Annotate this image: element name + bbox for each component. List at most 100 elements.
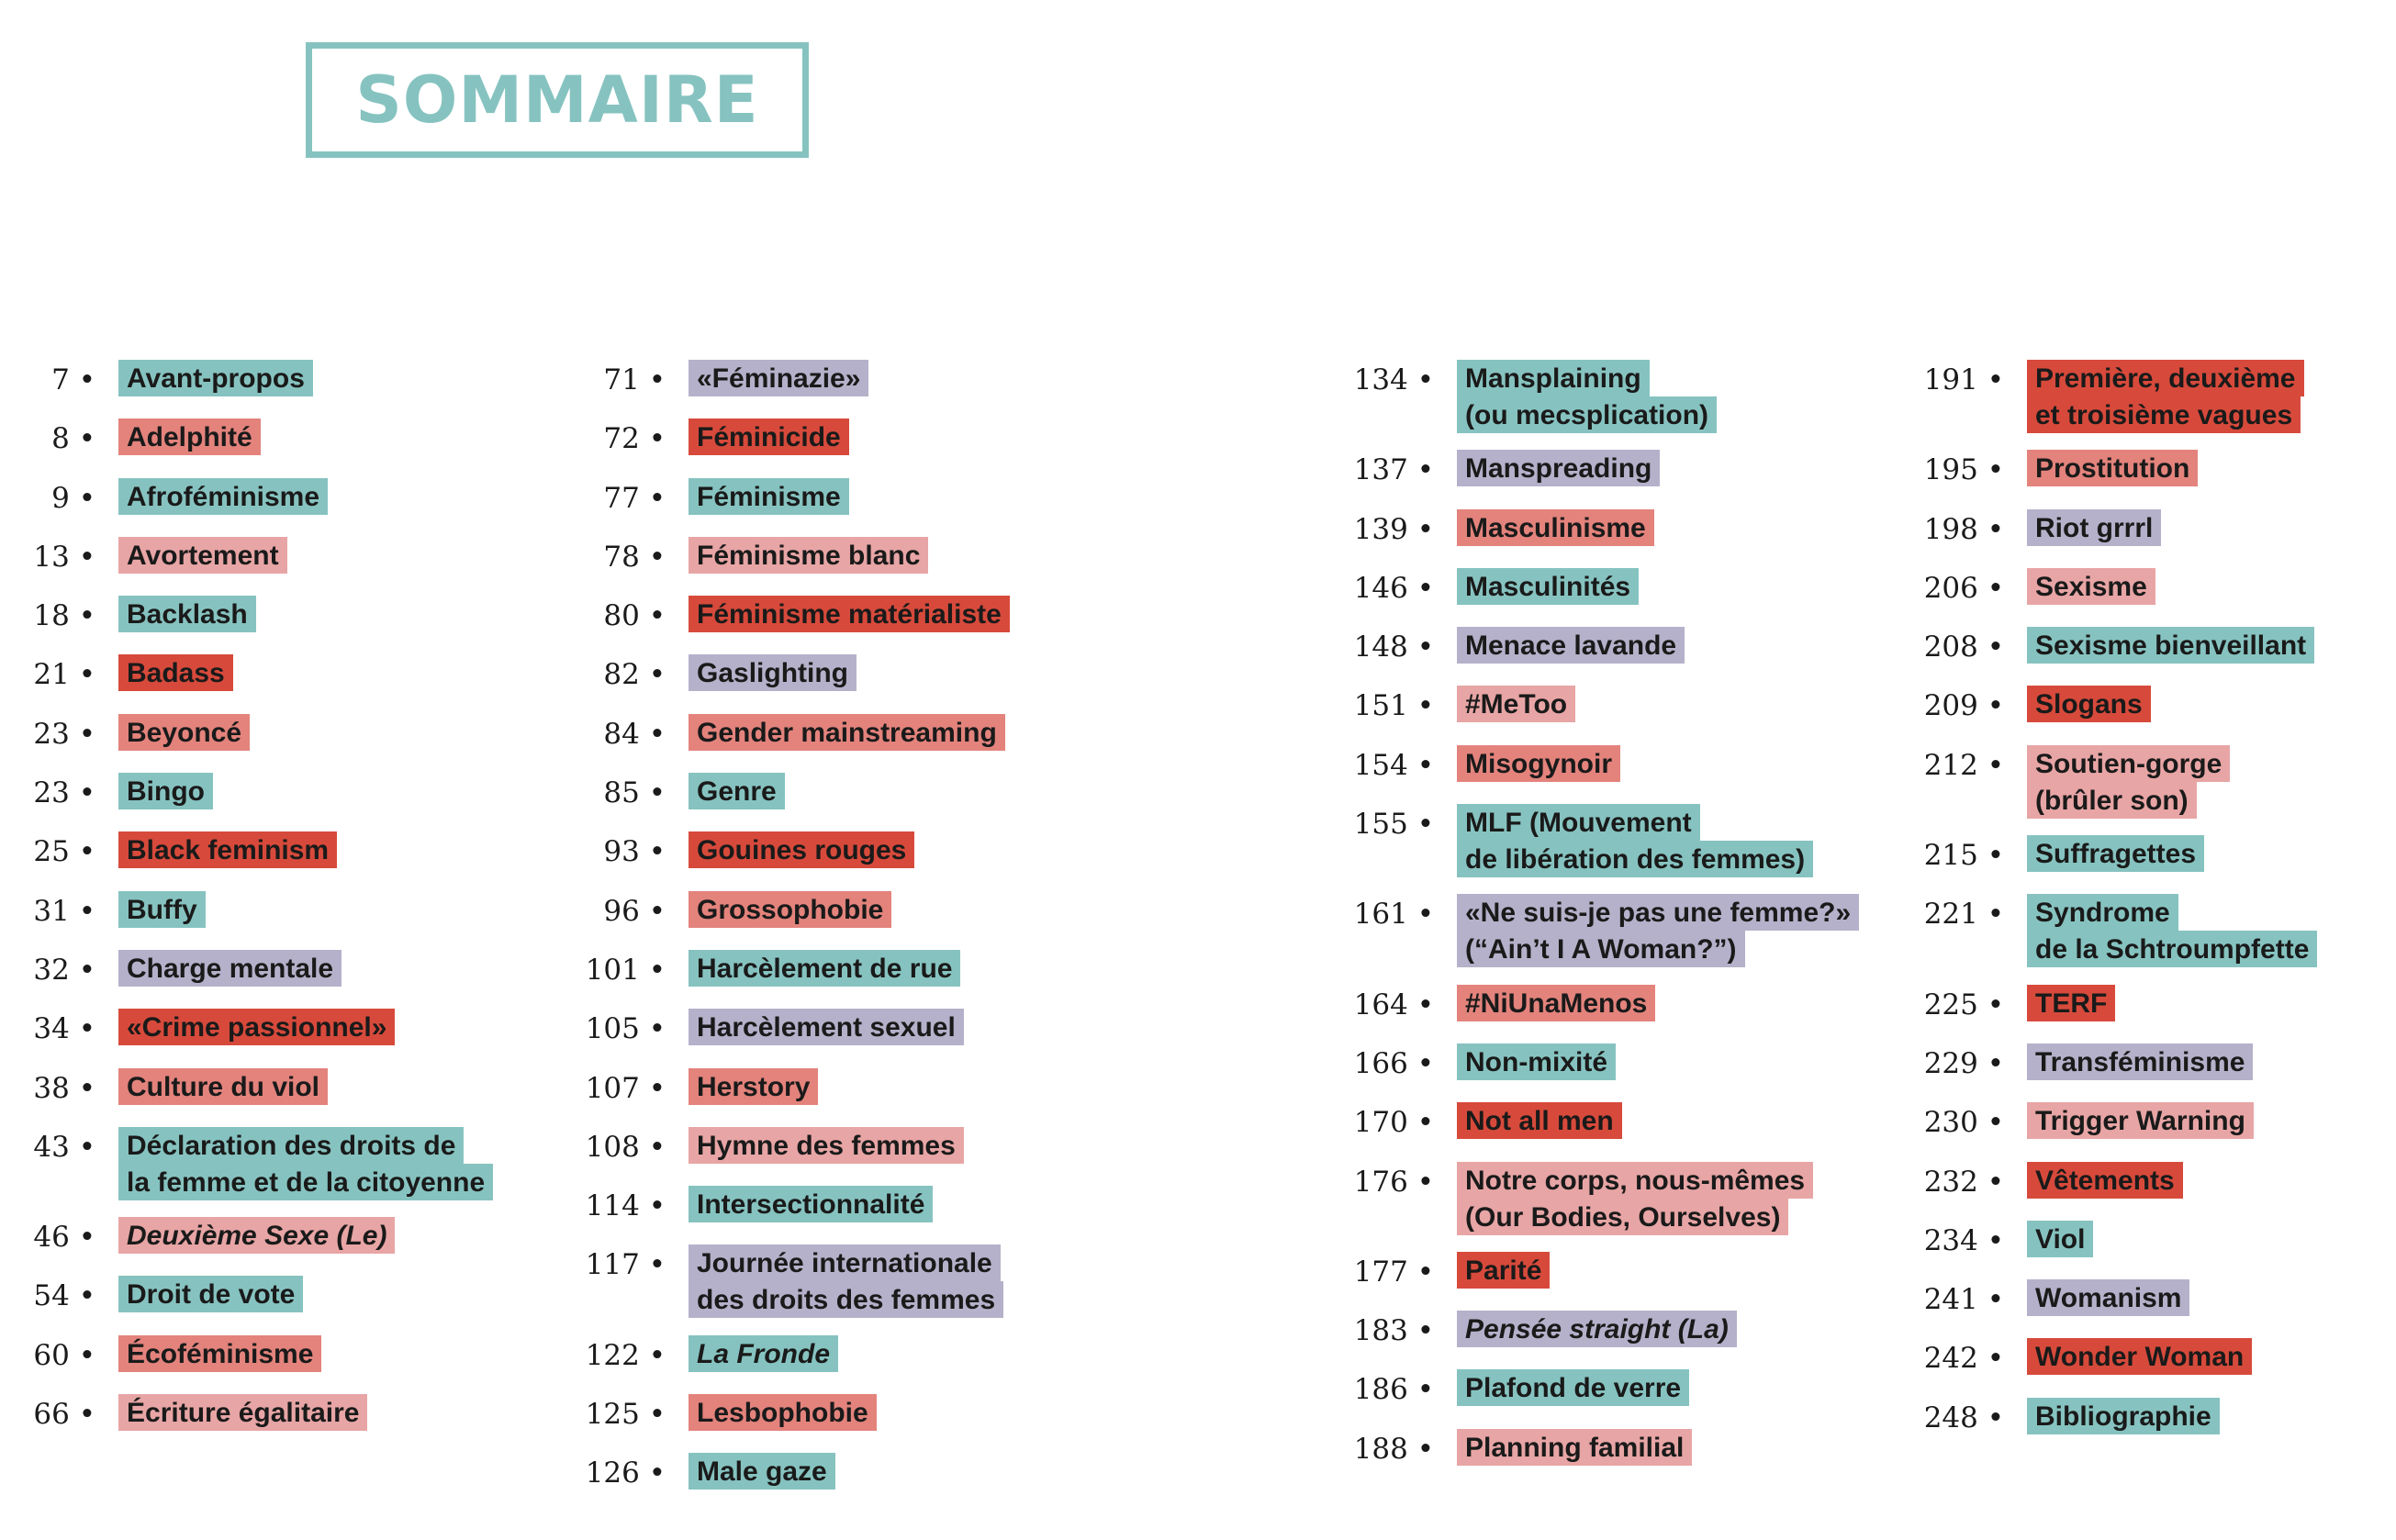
toc-entry[interactable]: 151 #MeToo — [1354, 686, 1576, 722]
toc-entry[interactable]: 84 Gender mainstreaming — [603, 714, 1005, 751]
toc-entry[interactable]: 71 «Féminazie» — [603, 360, 869, 396]
toc-entry[interactable]: 208 Sexisme bienveillant — [1924, 627, 2315, 664]
toc-entry[interactable]: 212 Soutien-gorge(brûler son) — [1924, 745, 2231, 819]
toc-entry[interactable]: 85 Genre — [603, 773, 785, 809]
toc-entry[interactable]: 234 Viol — [1924, 1221, 2094, 1257]
toc-entry[interactable]: 96 Grossophobie — [603, 891, 892, 928]
toc-entry[interactable]: 38 Culture du viol — [33, 1068, 328, 1105]
toc-entry[interactable]: 7 Avant-propos — [51, 360, 313, 396]
toc-entry[interactable]: 164 #NiUnaMenos — [1354, 985, 1656, 1021]
toc-entry[interactable]: 122 La Fronde — [586, 1335, 839, 1372]
entry-label: Écriture égalitaire — [118, 1394, 368, 1431]
toc-entry[interactable]: 188 Planning familial — [1354, 1429, 1693, 1466]
entry-label-line: Suffragettes — [2027, 835, 2205, 872]
toc-entry[interactable]: 206 Sexisme — [1924, 568, 2155, 605]
entry-label-line: Lesbophobie — [689, 1394, 877, 1431]
page-number: 117 — [586, 1248, 666, 1281]
toc-entry[interactable]: 13 Avortement — [33, 537, 287, 574]
entry-label-line: Journée internationale — [689, 1244, 1001, 1281]
toc-entry[interactable]: 66 Écriture égalitaire — [33, 1394, 368, 1431]
toc-entry[interactable]: 80 Féminisme matérialiste — [603, 596, 1010, 632]
toc-entry[interactable]: 77 Féminisme — [603, 478, 849, 515]
toc-entry[interactable]: 209 Slogans — [1924, 686, 2151, 722]
entry-label: Backlash — [118, 596, 256, 632]
toc-entry[interactable]: 23 Bingo — [33, 773, 213, 809]
toc-entry[interactable]: 229 Transféminisme — [1924, 1043, 2254, 1080]
toc-entry[interactable]: 170 Not all men — [1354, 1102, 1622, 1139]
page-number: 85 — [603, 776, 666, 809]
entry-label-line: Féminicide — [689, 418, 849, 455]
toc-entry[interactable]: 195 Prostitution — [1924, 450, 2199, 486]
toc-entry[interactable]: 176 Notre corps, nous-mêmes(Our Bodies, O… — [1354, 1162, 1814, 1235]
toc-entry[interactable]: 186 Plafond de verre — [1354, 1369, 1690, 1406]
toc-entry[interactable]: 107 Herstory — [586, 1068, 819, 1105]
page-number: 66 — [33, 1398, 95, 1431]
toc-entry[interactable]: 139 Masculinisme — [1354, 509, 1654, 546]
toc-entry[interactable]: 31 Buffy — [33, 891, 206, 928]
entry-label: Hymne des femmes — [689, 1127, 964, 1164]
toc-entry[interactable]: 166 Non-mixité — [1354, 1043, 1617, 1080]
toc-entry[interactable]: 232 Vêtements — [1924, 1162, 2183, 1199]
toc-entry[interactable]: 25 Black feminism — [33, 831, 338, 868]
entry-label-line: Soutien-gorge — [2027, 745, 2231, 782]
page-number: 176 — [1354, 1166, 1434, 1199]
toc-entry[interactable]: 46 Deuxième Sexe (Le) — [33, 1217, 396, 1254]
toc-entry[interactable]: 161 «Ne suis-je pas une femme?»(“Ain’t I … — [1354, 894, 1860, 967]
entry-label: Masculinisme — [1457, 509, 1654, 546]
toc-entry[interactable]: 93 Gouines rouges — [603, 831, 915, 868]
toc-entry[interactable]: 8 Adelphité — [51, 418, 261, 455]
entry-label-line: Black feminism — [118, 831, 338, 868]
toc-entry[interactable]: 154 Misogynoir — [1354, 745, 1621, 782]
toc-entry[interactable]: 248 Bibliographie — [1924, 1398, 2220, 1434]
toc-entry[interactable]: 134 Mansplaining(ou mecsplication) — [1354, 360, 1718, 433]
toc-entry[interactable]: 177 Parité — [1354, 1252, 1551, 1289]
entry-label: Herstory — [689, 1068, 819, 1105]
toc-entry[interactable]: 114 Intersectionnalité — [586, 1186, 934, 1222]
toc-entry[interactable]: 241 Womanism — [1924, 1279, 2190, 1316]
toc-entry[interactable]: 146 Masculinités — [1354, 568, 1640, 605]
toc-entry[interactable]: 198 Riot grrrl — [1924, 509, 2162, 546]
toc-entry[interactable]: 23 Beyoncé — [33, 714, 251, 751]
toc-entry[interactable]: 82 Gaslighting — [603, 654, 857, 691]
toc-entry[interactable]: 9 Afroféminisme — [51, 478, 329, 515]
toc-entry[interactable]: 21 Badass — [33, 654, 233, 691]
toc-entry[interactable]: 60 Écoféminisme — [33, 1335, 322, 1372]
entry-label: Menace lavande — [1457, 627, 1685, 664]
toc-entry[interactable]: 215 Suffragettes — [1924, 835, 2205, 872]
toc-entry[interactable]: 137 Manspreading — [1354, 450, 1661, 486]
toc-entry[interactable]: 34 «Crime passionnel» — [33, 1009, 396, 1045]
page-number: 54 — [33, 1279, 95, 1312]
toc-entry[interactable]: 183 Pensée straight (La) — [1354, 1311, 1737, 1347]
page-number: 25 — [33, 835, 95, 868]
toc-entry[interactable]: 242 Wonder Woman — [1924, 1338, 2253, 1375]
toc-entry[interactable]: 105 Harcèlement sexuel — [586, 1009, 964, 1045]
toc-entry[interactable]: 225 TERF — [1924, 985, 2116, 1021]
entry-label-line: Viol — [2027, 1221, 2094, 1257]
toc-entry[interactable]: 78 Féminisme blanc — [603, 537, 929, 574]
toc-entry[interactable]: 108 Hymne des femmes — [586, 1127, 964, 1164]
entry-label: Intersectionnalité — [689, 1186, 934, 1222]
toc-entry[interactable]: 101 Harcèlement de rue — [586, 950, 961, 987]
entry-label-line: Masculinités — [1457, 568, 1640, 605]
entry-label: Wonder Woman — [2027, 1338, 2253, 1375]
page-number: 188 — [1354, 1433, 1434, 1466]
toc-entry[interactable]: 18 Backlash — [33, 596, 256, 632]
entry-label: #MeToo — [1457, 686, 1576, 722]
toc-entry[interactable]: 148 Menace lavande — [1354, 627, 1685, 664]
toc-entry[interactable]: 54 Droit de vote — [33, 1276, 304, 1312]
entry-label-line: la femme et de la citoyenne — [118, 1164, 494, 1200]
toc-entry[interactable]: 230 Trigger Warning — [1924, 1102, 2254, 1139]
entry-label-line: Wonder Woman — [2027, 1338, 2253, 1375]
page-number: 43 — [33, 1131, 95, 1164]
entry-label: Féminicide — [689, 418, 849, 455]
toc-entry[interactable]: 32 Charge mentale — [33, 950, 342, 987]
entry-label-line: Womanism — [2027, 1279, 2190, 1316]
toc-entry[interactable]: 72 Féminicide — [603, 418, 849, 455]
toc-entry[interactable]: 126 Male gaze — [586, 1453, 835, 1490]
toc-entry[interactable]: 125 Lesbophobie — [586, 1394, 877, 1431]
